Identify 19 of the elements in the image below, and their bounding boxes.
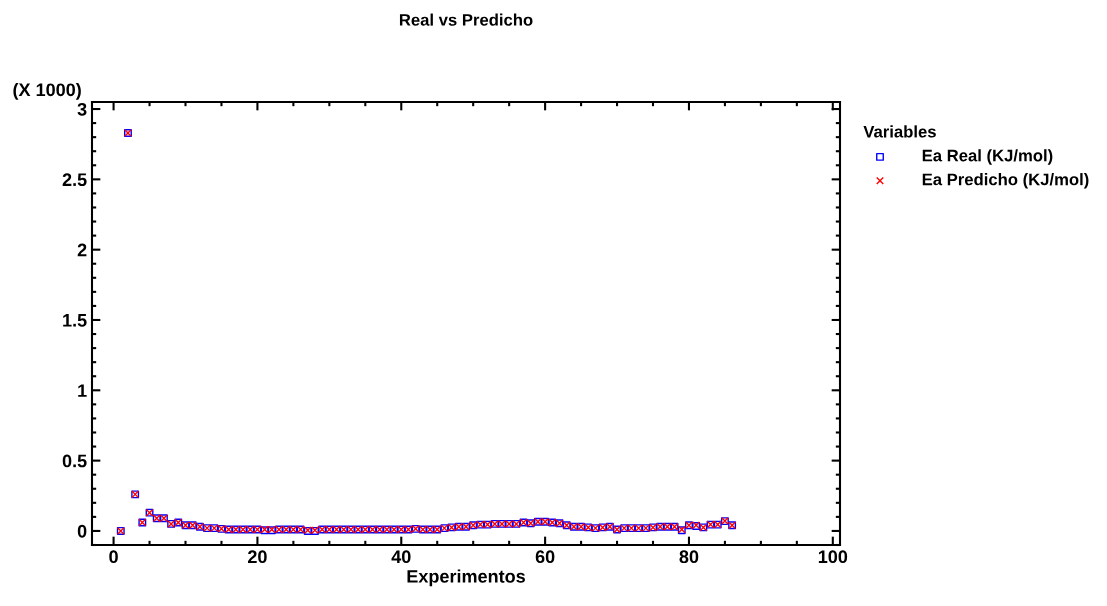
legend-label: Ea Predicho (KJ/mol)	[922, 173, 1089, 189]
y-tick-label: 2	[77, 243, 87, 257]
x-axis-title: Experimentos	[407, 569, 525, 587]
x-tick-label: 60	[535, 550, 555, 564]
x-tick-label: 40	[391, 550, 411, 564]
y-tick-label: 2.5	[62, 173, 87, 187]
legend-label: Ea Real (KJ/mol)	[922, 149, 1053, 165]
x-tick-label: 0	[109, 550, 118, 564]
y-tick-label: 1	[78, 384, 87, 397]
y-tick-label: 0	[77, 524, 87, 538]
y-tick-label: 3	[77, 102, 87, 116]
x-tick-label: 100	[818, 550, 848, 564]
y-tick-label: 1.5	[63, 314, 87, 327]
x-tick-label: 20	[248, 550, 267, 564]
y-tick-label: 0.5	[62, 454, 87, 468]
legend-title: Variables	[863, 125, 936, 138]
chart-title: Real vs Predicho	[399, 13, 533, 26]
x-tick-label: 80	[679, 550, 699, 564]
y-axis-title: (X 1000)	[13, 82, 81, 100]
